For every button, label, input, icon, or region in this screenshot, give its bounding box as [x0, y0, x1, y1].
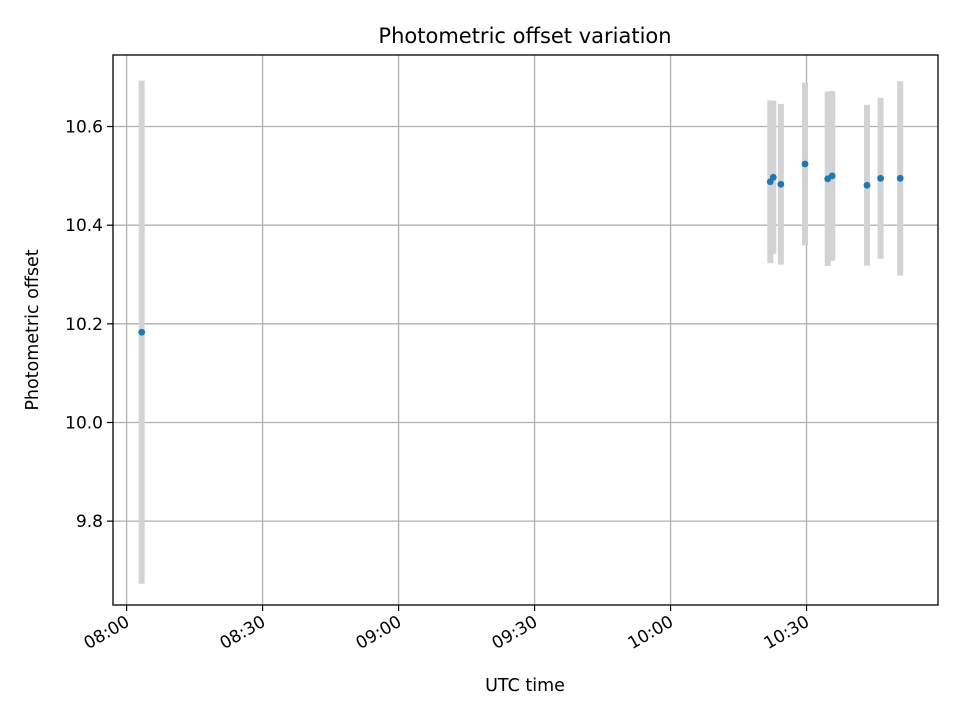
data-point [877, 174, 884, 182]
data-point [863, 181, 871, 189]
x-axis-title: UTC time [485, 676, 565, 696]
data-point [828, 172, 836, 180]
data-point [138, 328, 146, 336]
y-tick-label: 10.4 [65, 216, 103, 236]
plot-frame [112, 54, 939, 606]
y-tick-label: 10.2 [65, 315, 103, 335]
y-tick-label: 10.6 [65, 118, 103, 138]
chart-title: Photometric offset variation [378, 24, 671, 48]
data-point [896, 174, 904, 182]
data-point [769, 173, 777, 181]
y-axis-title: Photometric offset [23, 249, 43, 410]
data-points [138, 160, 904, 336]
y-tick-label: 9.8 [76, 512, 103, 532]
grid [113, 55, 938, 605]
y-tick-label: 10.0 [65, 413, 103, 433]
data-point [777, 180, 785, 188]
y-axis: 9.8 10.0 10.2 10.4 10.6 [65, 118, 113, 532]
data-point [801, 160, 809, 168]
